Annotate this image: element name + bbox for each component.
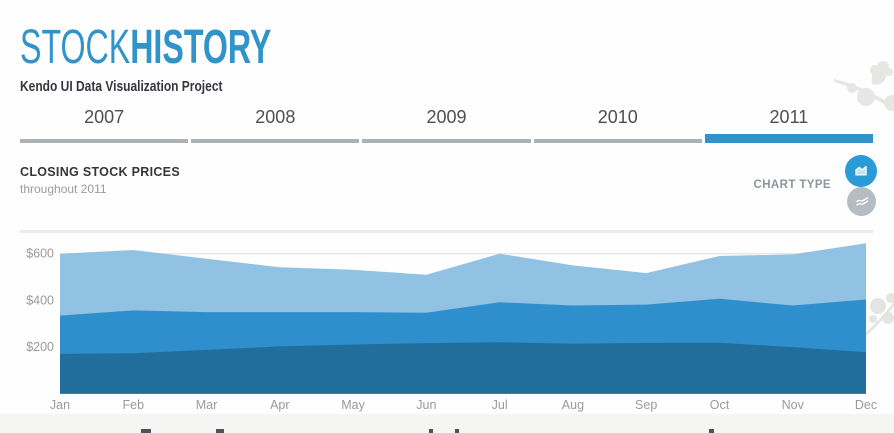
x-axis-label-May: May [341,398,365,412]
legend-cutoff-mark [429,429,433,433]
chart-type-buttons [845,154,877,216]
tab-underline [191,139,360,143]
tab-year-2009[interactable]: 2009 [362,104,531,143]
line-chart-icon [855,196,868,206]
y-axis-label-200: $200 [26,340,54,354]
tab-year-label: 2007 [84,107,125,127]
x-axis-label-Jul: Jul [492,398,508,412]
legend-cutoff-mark [709,429,714,433]
x-axis-label-Mar: Mar [196,398,218,412]
tab-year-label: 2009 [426,107,467,127]
page-title: STOCKHISTORY [20,24,395,72]
x-axis-label-Apr: Apr [270,398,289,412]
tab-year-label: 2008 [255,107,296,127]
chart-type-control: CHART TYPE [753,154,877,216]
legend-row-cutoff [0,414,894,433]
chart-type-button-area-chart-selected[interactable] [845,154,877,187]
page-title-light: STOCK [20,21,131,74]
x-axis-label-Oct: Oct [710,398,730,412]
year-tabs: 2007 2008 2009 2010 2011 [20,104,874,143]
tab-underline [533,139,702,143]
tab-year-label: 2011 [769,107,809,127]
chart-type-button-line-chart[interactable] [847,186,876,216]
x-axis-label-Nov: Nov [782,398,805,412]
legend-cutoff-mark [216,429,224,433]
section-heading: CLOSING STOCK PRICES [20,165,180,179]
x-axis-label-Jun: Jun [416,398,436,412]
tab-year-2008[interactable]: 2008 [191,104,360,143]
legend-cutoff-mark [141,429,151,433]
area-series-1-bottom [60,342,866,394]
x-axis-label-Sep: Sep [635,398,657,412]
x-axis-label-Feb: Feb [122,398,144,412]
area-chart-icon [855,165,867,176]
tab-year-label: 2010 [597,107,638,127]
closing-prices-area-chart[interactable]: $200 $400 $600 Jan Feb Mar Apr May Jun Jul Aug Sep O… [0,229,894,415]
tab-underline-active [704,134,874,143]
tab-underline [362,139,531,143]
x-axis-label-Jan: Jan [50,398,70,412]
section-subheading: throughout 2011 [20,182,107,196]
chart-type-label: CHART TYPE [753,179,831,191]
page-title-bold: HISTORY [130,21,272,74]
tab-underline [20,139,189,143]
x-axis-label-Dec: Dec [855,398,877,412]
tab-year-2007[interactable]: 2007 [20,104,189,143]
y-axis-label-600: $600 [26,247,54,261]
section-divider [20,230,873,233]
tab-year-2011[interactable]: 2011 [704,104,874,143]
x-axis-label-Aug: Aug [562,398,584,412]
page-subtitle: Kendo UI Data Visualization Project [20,78,223,95]
tab-year-2010[interactable]: 2010 [533,104,702,143]
legend-cutoff-mark [455,429,459,433]
y-axis-label-400: $400 [26,293,54,307]
